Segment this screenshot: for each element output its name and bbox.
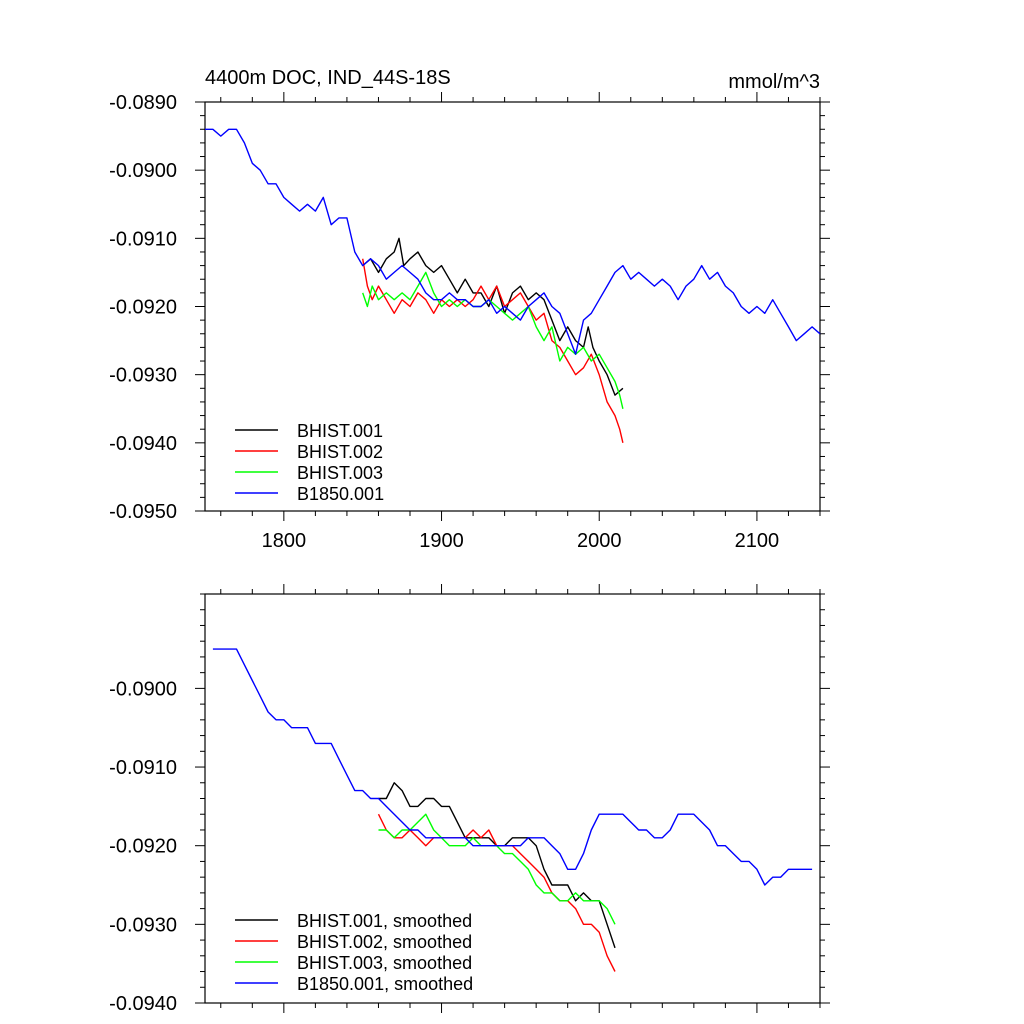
series-line-bhist-003 [378, 813, 616, 925]
y-tick-label: -0.0910 [109, 757, 177, 779]
legend-label: BHIST.001 [297, 421, 383, 441]
panel-top: 4400m DOC, IND_44S-18S mmol/m^3 1800 1900… [109, 67, 830, 552]
axis-ticks-top: 1800 1900 2000 2100 -0.0890 -0.0900 -0.0910 -0.… [109, 92, 830, 552]
y-tick-label: -0.0900 [109, 160, 177, 182]
y-tick-label: -0.0930 [109, 365, 177, 387]
x-tick-label: 2100 [735, 530, 780, 552]
axis-ticks-bottom: -0.0900 -0.0910 -0.0920 -0.0930 -0.0940 [109, 584, 830, 1015]
y-tick-label: -0.0890 [109, 92, 177, 114]
x-tick-label: 1900 [419, 530, 464, 552]
legend-label: BHIST.003, smoothed [297, 953, 472, 973]
x-tick-label: 1800 [262, 530, 307, 552]
series-line-b1850-001 [212, 648, 813, 886]
series-line-bhist-003 [362, 271, 624, 409]
legend-label: BHIST.002 [297, 442, 383, 462]
series-group-bottom [212, 648, 813, 972]
y-tick-label: -0.0930 [109, 914, 177, 936]
series-group-top [205, 128, 821, 443]
y-tick-label: -0.0910 [109, 228, 177, 250]
legend-label: BHIST.003 [297, 463, 383, 483]
series-line-b1850-001 [205, 128, 821, 355]
y-tick-label: -0.0920 [109, 297, 177, 319]
series-line-bhist-001 [362, 237, 624, 396]
y-tick-label: -0.0900 [109, 678, 177, 700]
chart-title-left: 4400m DOC, IND_44S-18S [205, 67, 451, 89]
x-tick-label: 2000 [577, 530, 622, 552]
series-line-bhist-002 [362, 258, 624, 443]
panel-bottom: -0.0900 -0.0910 -0.0920 -0.0930 -0.0940 BHIS… [109, 584, 830, 1015]
legend-label: BHIST.002, smoothed [297, 932, 472, 952]
y-tick-label: -0.0920 [109, 836, 177, 858]
legend-label: BHIST.001, smoothed [297, 911, 472, 931]
chart-units-label: mmol/m^3 [728, 71, 820, 93]
legend-label: B1850.001 [297, 484, 384, 504]
y-tick-label: -0.0940 [109, 433, 177, 455]
y-tick-label: -0.0940 [109, 993, 177, 1015]
legend-label: B1850.001, smoothed [297, 974, 473, 994]
y-tick-label: -0.0950 [109, 501, 177, 523]
